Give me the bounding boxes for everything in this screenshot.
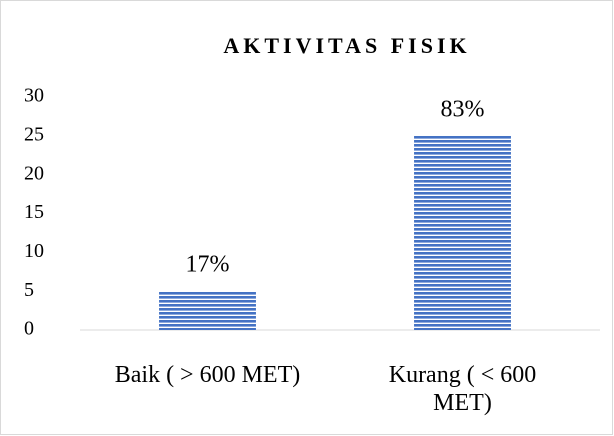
y-tick-label: 10 (24, 240, 44, 262)
y-tick-label: 20 (24, 162, 44, 184)
y-tick-label: 5 (24, 279, 34, 301)
x-tick-label: Kurang ( < 600 MET) (388, 362, 537, 416)
y-tick-label: 15 (24, 201, 44, 223)
x-tick-label: Baik ( > 600 MET) (114, 362, 301, 388)
data-label: 17% (186, 252, 230, 278)
bar (414, 135, 511, 330)
y-tick-label: 25 (24, 123, 44, 145)
y-tick-label: 0 (24, 318, 34, 340)
bar (159, 291, 256, 330)
data-label: 83% (441, 96, 485, 122)
y-tick-label: 30 (24, 85, 44, 107)
chart-title: AKTIVITAS FISIK (223, 33, 470, 58)
